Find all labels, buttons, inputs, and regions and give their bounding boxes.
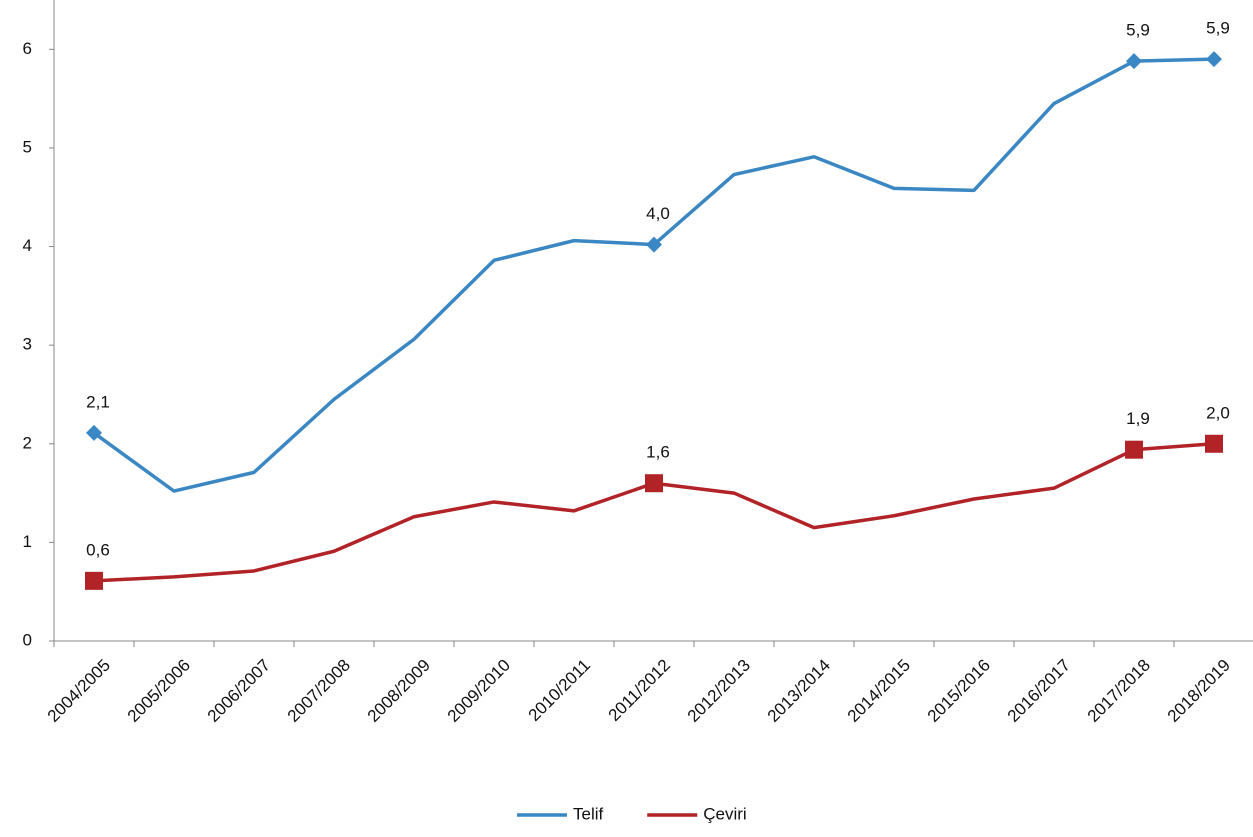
y-tick-label: 0 xyxy=(23,630,32,649)
x-tick-label: 2017/2018 xyxy=(1084,656,1154,726)
marker xyxy=(1125,440,1143,459)
data-label: 5,9 xyxy=(1206,19,1230,38)
y-tick-label: 4 xyxy=(23,236,32,255)
marker xyxy=(85,571,103,590)
marker xyxy=(1205,434,1223,453)
data-label: 2,1 xyxy=(86,392,110,411)
y-tick-label: 1 xyxy=(23,532,32,551)
x-tick-label: 2004/2005 xyxy=(44,656,114,726)
data-label: 0,6 xyxy=(86,540,110,559)
series-line xyxy=(92,57,1215,493)
x-tick-label: 2006/2007 xyxy=(204,656,274,726)
marker xyxy=(1126,53,1142,70)
x-tick-label: 2012/2013 xyxy=(684,656,754,726)
x-tick-label: 2018/2019 xyxy=(1164,656,1234,726)
x-tick-label: 2016/2017 xyxy=(1004,656,1074,726)
x-tick-label: 2010/2011 xyxy=(525,656,594,725)
marker xyxy=(646,236,662,253)
x-tick-label: 2014/2015 xyxy=(844,656,914,726)
x-tick-label: 2008/2009 xyxy=(364,656,434,726)
x-tick-label: 2011/2012 xyxy=(605,656,674,725)
data-label: 1,6 xyxy=(646,443,670,462)
y-tick-label: 6 xyxy=(23,39,32,58)
y-tick-label: 5 xyxy=(23,137,32,156)
data-label: 5,9 xyxy=(1126,21,1150,40)
x-tick-label: 2013/2014 xyxy=(764,656,834,726)
x-tick-label: 2007/2008 xyxy=(284,656,354,726)
legend-label: Telif xyxy=(573,804,604,823)
marker xyxy=(86,424,102,441)
x-tick-label: 2015/2016 xyxy=(924,656,994,726)
data-label: 1,9 xyxy=(1126,409,1150,428)
marker xyxy=(645,474,663,493)
x-tick-label: 2005/2006 xyxy=(124,656,194,726)
data-label: 2,0 xyxy=(1206,403,1230,422)
marker xyxy=(1206,51,1222,68)
y-tick-label: 2 xyxy=(23,433,32,452)
data-label: 4,0 xyxy=(646,204,670,223)
legend-label: Çeviri xyxy=(703,804,746,823)
x-tick-label: 2009/2010 xyxy=(444,656,514,726)
y-tick-label: 3 xyxy=(23,335,32,354)
